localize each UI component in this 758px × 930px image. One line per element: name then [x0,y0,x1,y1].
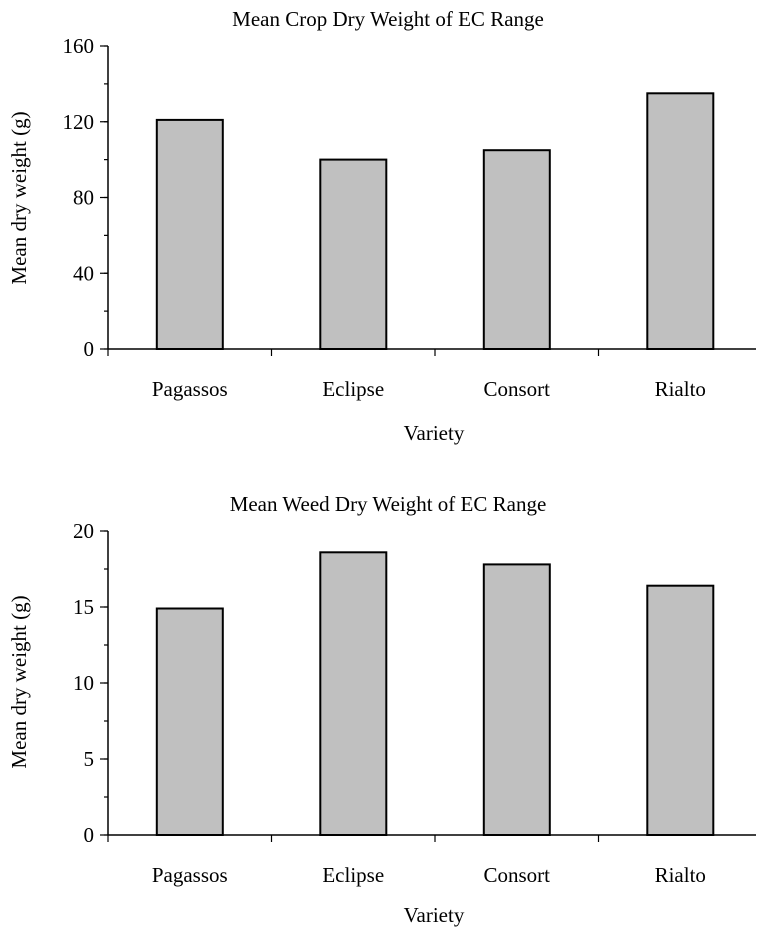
x-axis-label: Variety [404,903,465,927]
y-tick-label: 0 [84,823,95,847]
x-tick-label: Rialto [655,863,706,887]
x-tick-label: Eclipse [322,377,384,401]
y-tick-label: 80 [73,186,94,210]
x-tick-label: Eclipse [322,863,384,887]
x-tick-label: Pagassos [152,377,228,401]
chart-title: Mean Crop Dry Weight of EC Range [232,7,544,31]
y-axis-label: Mean dry weight (g) [7,111,31,284]
y-tick-label: 40 [73,261,94,285]
bar-rialto [646,92,715,350]
bar-consort [482,563,551,837]
y-tick-label: 10 [73,671,94,695]
bar-rialto [646,584,715,837]
bar-eclipse [319,158,388,350]
weed-dry-weight-chart: Mean Weed Dry Weight of EC Range Mean dr… [7,492,756,927]
x-tick-label: Pagassos [152,863,228,887]
x-tick-label: Consort [483,377,550,401]
y-axis-label: Mean dry weight (g) [7,595,31,768]
bar-pagassos [155,607,224,836]
bar-consort [482,149,551,350]
x-axis-label: Variety [404,421,465,445]
bar-eclipse [319,551,388,836]
crop-dry-weight-chart: Mean Crop Dry Weight of EC Range Mean dr… [7,7,756,445]
x-tick-label: Consort [483,863,550,887]
y-tick-label: 120 [63,110,95,134]
y-tick-label: 20 [73,519,94,543]
bar-pagassos [155,118,224,351]
y-tick-label: 15 [73,595,94,619]
y-tick-label: 0 [84,337,95,361]
y-tick-label: 160 [63,34,95,58]
x-tick-label: Rialto [655,377,706,401]
chart-title: Mean Weed Dry Weight of EC Range [230,492,547,516]
y-tick-label: 5 [84,747,95,771]
